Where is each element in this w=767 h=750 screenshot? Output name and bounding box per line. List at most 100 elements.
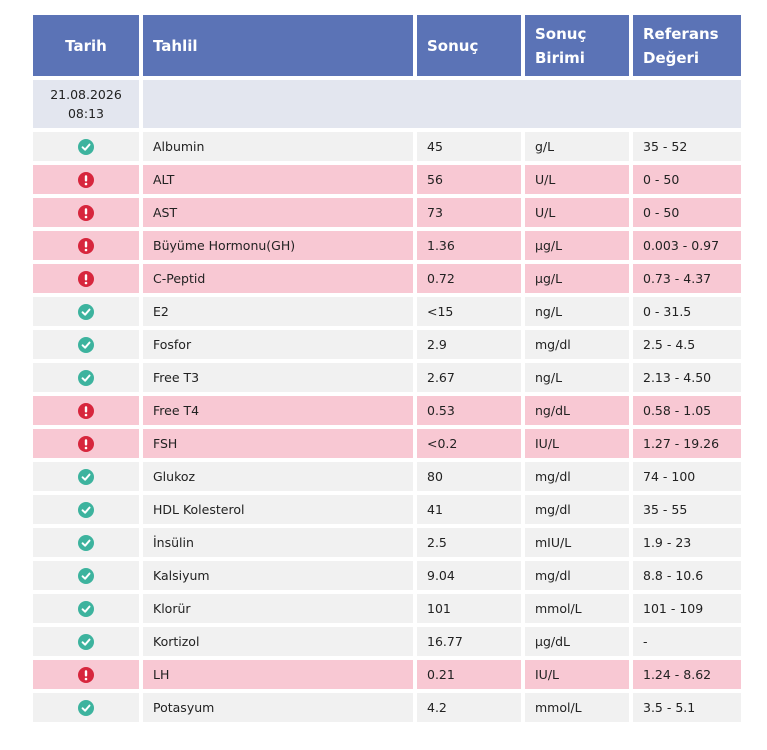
alert-icon: [78, 237, 94, 254]
test-name: HDL Kolesterol: [153, 502, 245, 517]
status-cell: [33, 231, 139, 260]
icon-dot: [84, 248, 88, 251]
test-name-cell: Free T3: [143, 363, 413, 392]
icon-check: [81, 143, 91, 151]
icon-circle: [78, 369, 94, 386]
status-cell: [33, 594, 139, 623]
icon-circle: [78, 138, 94, 155]
test-name: Potasyum: [153, 700, 215, 715]
result-value-cell: 2.9: [417, 330, 521, 359]
unit-cell: ng/L: [525, 297, 629, 326]
icon-circle: [78, 633, 94, 650]
unit-cell: µg/L: [525, 231, 629, 260]
time: 08:13: [67, 106, 105, 121]
alert-icon: [78, 402, 94, 419]
test-name-cell: AST: [143, 198, 413, 227]
unit-cell: mg/dl: [525, 330, 629, 359]
test-name: Glukoz: [153, 469, 196, 484]
result-value-cell: 0.53: [417, 396, 521, 425]
icon-bar: [84, 669, 88, 676]
reference-range: 0.73 - 4.37: [643, 271, 712, 286]
reference-range: 35 - 55: [643, 502, 688, 517]
icon-check: [81, 572, 91, 580]
status-cell: [33, 330, 139, 359]
result-row: Glukoz 80 mg/dl 74 - 100: [33, 462, 741, 491]
table-head: Tarih Tahlil Sonuç Sonuç Birimi Referans…: [33, 15, 741, 76]
status-cell: [33, 396, 139, 425]
unit-cell: ng/L: [525, 363, 629, 392]
unit: µg/dL: [535, 634, 570, 649]
unit-cell: µg/dL: [525, 627, 629, 656]
ok-icon: [78, 534, 94, 551]
test-name: LH: [153, 667, 170, 682]
header-text: Tahlil: [153, 36, 198, 55]
unit-cell: IU/L: [525, 660, 629, 689]
test-name: Kortizol: [153, 634, 200, 649]
icon-dot: [84, 446, 88, 449]
icon-circle: [78, 699, 94, 716]
result-value-cell: 80: [417, 462, 521, 491]
unit: mmol/L: [535, 700, 582, 715]
reference-range: 0.58 - 1.05: [643, 403, 712, 418]
test-name-cell: HDL Kolesterol: [143, 495, 413, 524]
reference-range-cell: 0 - 50: [633, 198, 741, 227]
ok-icon: [78, 303, 94, 320]
result-value-cell: <0.2: [417, 429, 521, 458]
result-value: 0.21: [427, 667, 455, 682]
test-name: E2: [153, 304, 169, 319]
test-name: AST: [153, 205, 178, 220]
status-cell: [33, 495, 139, 524]
alert-icon: [78, 435, 94, 452]
result-value-cell: 56: [417, 165, 521, 194]
reference-range-cell: 0.73 - 4.37: [633, 264, 741, 293]
ok-icon: [78, 501, 94, 518]
alert-icon: [78, 270, 94, 287]
test-name-cell: C-Peptid: [143, 264, 413, 293]
test-name-cell: LH: [143, 660, 413, 689]
reference-range-cell: 3.5 - 5.1: [633, 693, 741, 722]
icon-check: [81, 605, 91, 613]
unit: ng/dL: [535, 403, 570, 418]
reference-range-cell: 2.5 - 4.5: [633, 330, 741, 359]
status-cell: [33, 660, 139, 689]
unit-cell: U/L: [525, 198, 629, 227]
icon-circle: [78, 534, 94, 551]
unit-cell: mmol/L: [525, 693, 629, 722]
date-row: 21.08.2026 08:13: [33, 80, 741, 128]
ok-icon: [78, 699, 94, 716]
unit: mIU/L: [535, 535, 572, 550]
result-row: ALT 56 U/L 0 - 50: [33, 165, 741, 194]
ok-icon: [78, 567, 94, 584]
unit: IU/L: [535, 667, 560, 682]
result-value: 2.5: [427, 535, 447, 550]
results-table: Tarih Tahlil Sonuç Sonuç Birimi Referans…: [29, 11, 745, 726]
result-value: 45: [427, 139, 443, 154]
alert-icon: [78, 204, 94, 221]
unit: mg/dl: [535, 502, 571, 517]
icon-bar: [84, 405, 88, 412]
reference-range-cell: 101 - 109: [633, 594, 741, 623]
result-value-cell: 0.72: [417, 264, 521, 293]
unit: ng/L: [535, 370, 563, 385]
reference-range: 0 - 50: [643, 172, 680, 187]
status-cell: [33, 693, 139, 722]
reference-range-cell: 74 - 100: [633, 462, 741, 491]
icon-bar: [84, 438, 88, 445]
result-value: 16.77: [427, 634, 463, 649]
table-body: 21.08.2026 08:13 Albumin 45 g/L 35 - 52 ALT 56…: [33, 80, 741, 722]
date: 21.08.2026: [50, 87, 122, 102]
result-value-cell: 2.5: [417, 528, 521, 557]
result-row: Free T3 2.67 ng/L 2.13 - 4.50: [33, 363, 741, 392]
result-row: Free T4 0.53 ng/dL 0.58 - 1.05: [33, 396, 741, 425]
unit: µg/L: [535, 271, 563, 286]
status-cell: [33, 198, 139, 227]
reference-range-cell: 1.24 - 8.62: [633, 660, 741, 689]
unit-cell: mg/dl: [525, 561, 629, 590]
unit-cell: ng/dL: [525, 396, 629, 425]
result-row: Fosfor 2.9 mg/dl 2.5 - 4.5: [33, 330, 741, 359]
test-name: FSH: [153, 436, 178, 451]
unit: IU/L: [535, 436, 560, 451]
reference-range: 0 - 50: [643, 205, 680, 220]
